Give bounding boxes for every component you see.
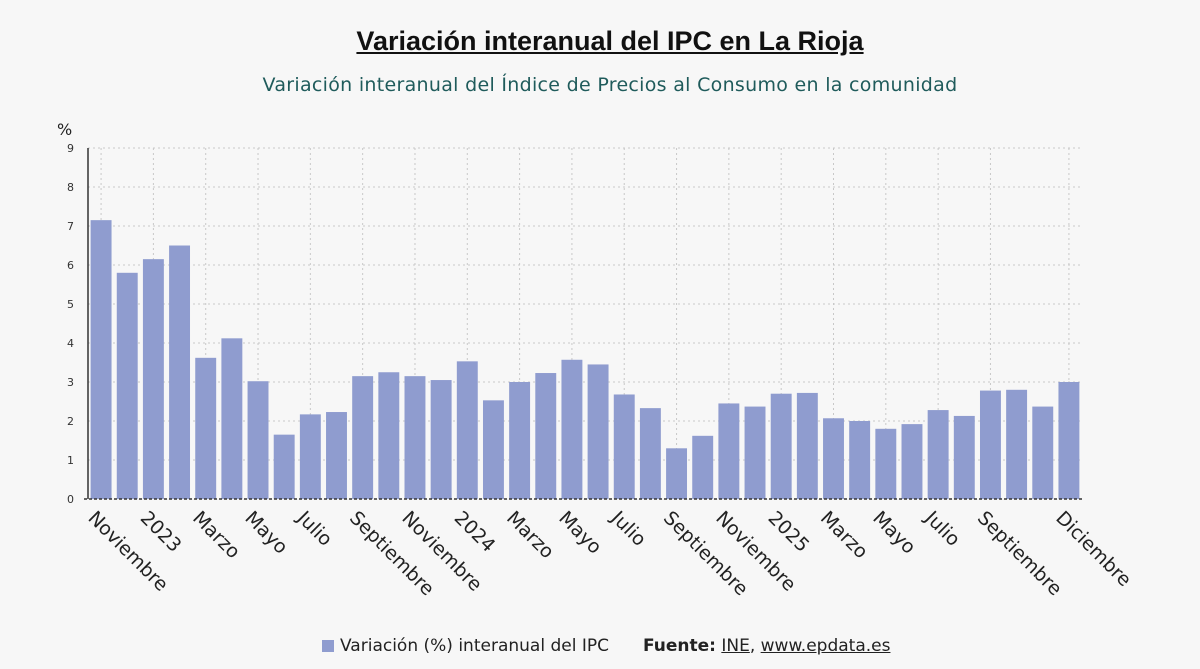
bar [195, 357, 217, 499]
x-tick-label: 2025 [764, 507, 814, 557]
bar [404, 376, 426, 499]
bar [509, 382, 531, 499]
bar [639, 408, 661, 499]
y-tick-label: 8 [67, 181, 74, 194]
bar [979, 390, 1001, 499]
bar [587, 364, 609, 499]
bar-series [90, 220, 1080, 499]
legend-swatch [322, 640, 334, 652]
bar [927, 410, 949, 499]
bar [692, 435, 714, 499]
y-axis-label: % [57, 120, 72, 139]
bar [666, 448, 688, 499]
y-tick-label: 9 [67, 142, 74, 155]
source-ine-link[interactable]: INE [721, 636, 750, 656]
source-site-link[interactable]: www.epdata.es [760, 636, 891, 656]
x-tick-label: 2023 [136, 507, 186, 557]
bar [378, 372, 400, 499]
chart-title: Variación interanual del IPC en La Rioja [356, 26, 864, 56]
bar [430, 380, 452, 499]
y-tick-label: 1 [67, 454, 74, 467]
bar [299, 414, 321, 499]
x-tick-label: Mayo [554, 507, 606, 559]
bar [796, 392, 818, 499]
bar [744, 406, 766, 499]
bar [535, 373, 557, 499]
bar [1058, 382, 1080, 499]
x-tick-label: Mayo [240, 507, 292, 559]
x-tick-label: Julio [920, 506, 964, 550]
y-tick-label: 4 [67, 337, 74, 350]
x-tick-label: Diciembre [1051, 507, 1135, 591]
source-separator: , [749, 636, 761, 656]
x-tick-label: Marzo [188, 507, 244, 563]
bar [326, 412, 347, 499]
source-label: Fuente: [642, 636, 716, 656]
bar [482, 400, 504, 499]
y-tick-label: 2 [67, 415, 74, 428]
x-tick-label: Marzo [502, 507, 558, 563]
y-tick-label: 3 [67, 376, 74, 389]
y-tick-label: 0 [67, 493, 74, 506]
bar [613, 394, 635, 499]
y-tick-label: 7 [67, 220, 74, 233]
bar [561, 359, 583, 499]
bar [273, 434, 295, 499]
legend-series-label: Variación (%) interanual del IPC [340, 636, 609, 656]
x-tick-label: 2024 [450, 507, 500, 557]
bar [953, 415, 975, 499]
legend: Variación (%) interanual del IPC Fuente:… [322, 636, 890, 656]
x-tick-label: Mayo [868, 507, 920, 559]
y-tick-label: 5 [67, 298, 74, 311]
bar [352, 376, 374, 499]
bar [90, 220, 112, 499]
bar [1032, 406, 1054, 499]
bar [875, 428, 897, 499]
chart-subtitle: Variación interanual del Índice de Preci… [262, 74, 958, 96]
bar [1006, 389, 1028, 499]
source-credit: Fuente: INE, www.epdata.es [643, 636, 891, 656]
bar [849, 421, 871, 499]
y-tick-label: 6 [67, 259, 74, 272]
bar [247, 381, 269, 499]
bar [901, 424, 923, 499]
bar [221, 338, 243, 499]
bar [823, 418, 844, 499]
bar [770, 393, 792, 499]
bar [116, 272, 138, 499]
x-tick-label: Marzo [816, 507, 872, 563]
x-tick-label: Julio [606, 506, 650, 550]
bar [169, 245, 191, 499]
x-tick-label: Julio [292, 506, 336, 550]
bar [718, 403, 740, 499]
bar [456, 361, 478, 499]
bar [142, 259, 164, 499]
